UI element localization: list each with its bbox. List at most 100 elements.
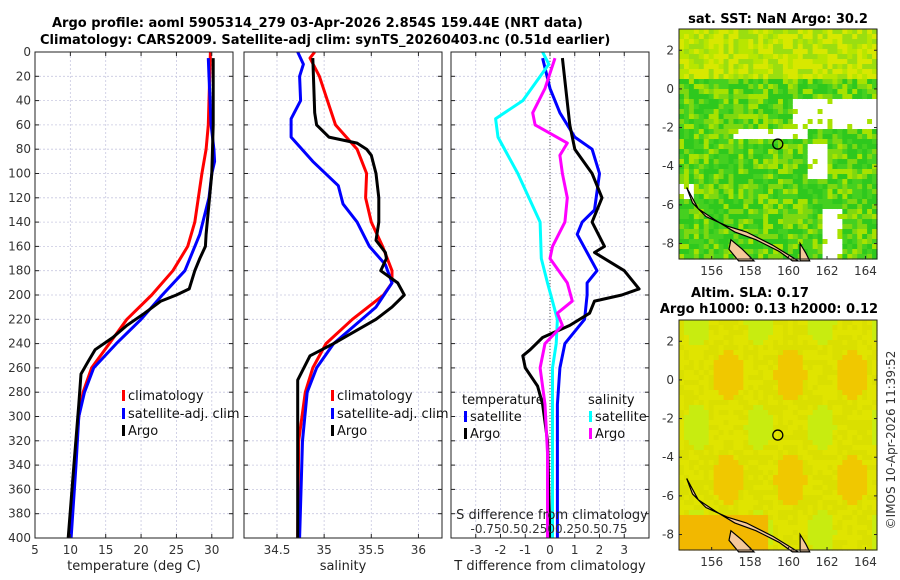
map-cell	[842, 505, 848, 511]
map-cell	[713, 520, 720, 526]
map-cell	[679, 74, 685, 80]
map-cell	[703, 189, 710, 195]
map-cell	[782, 194, 789, 200]
map-cell	[773, 525, 779, 531]
map-cell	[847, 545, 853, 551]
map-cell	[872, 525, 878, 531]
map-cell	[778, 360, 784, 366]
map-cell	[857, 460, 863, 466]
map-cell	[688, 89, 695, 95]
map-cell	[832, 234, 838, 240]
map-cell	[802, 450, 809, 456]
map-cell	[688, 410, 695, 416]
map-cell	[748, 340, 754, 346]
x-tick-label: 35	[317, 543, 332, 557]
map-cell	[743, 44, 749, 50]
map-cell	[733, 224, 739, 230]
map-cell	[703, 89, 710, 95]
map-cell	[862, 184, 868, 190]
map-cell	[743, 500, 749, 506]
map-cell	[693, 64, 700, 70]
map-cell	[832, 385, 838, 391]
map-cell	[867, 249, 873, 255]
map-cell	[738, 360, 744, 366]
map-cell	[718, 425, 725, 431]
map-cell	[728, 29, 735, 35]
map-cell	[758, 340, 764, 346]
map-cell	[812, 39, 819, 45]
map-cell	[797, 119, 804, 125]
map-cell	[857, 450, 863, 456]
map-cell	[797, 385, 804, 391]
map-cell	[748, 64, 754, 70]
map-cell	[733, 99, 739, 105]
map-cell	[738, 154, 744, 160]
map-cell	[773, 74, 779, 80]
map-cell	[683, 104, 690, 110]
map-cell	[852, 189, 858, 195]
map-cell	[693, 134, 700, 140]
map-cell	[822, 455, 829, 461]
map-cell	[787, 450, 794, 456]
map-cell	[862, 59, 868, 65]
map-cell	[738, 79, 744, 85]
map-cell	[822, 84, 829, 90]
map-cell	[817, 139, 824, 145]
map-cell	[679, 139, 685, 145]
map-cell	[797, 445, 804, 451]
map-cell	[768, 495, 774, 501]
map-cell	[822, 234, 829, 240]
map-cell	[787, 530, 794, 536]
map-cell	[713, 169, 720, 175]
map-cell	[787, 475, 794, 481]
map-cell	[738, 370, 744, 376]
map-cell	[832, 194, 838, 200]
map-cell	[817, 234, 824, 240]
map-cell	[753, 169, 759, 175]
map-cell	[773, 520, 779, 526]
map-cell	[837, 34, 843, 40]
map-cell	[867, 465, 873, 471]
map-cell	[822, 104, 829, 110]
map-cell	[872, 420, 878, 426]
map-cell	[842, 229, 848, 235]
map-cell	[708, 109, 715, 115]
map-cell	[872, 520, 878, 526]
map-cell	[857, 515, 863, 521]
map-cell	[847, 129, 853, 135]
map-cell	[758, 29, 764, 35]
map-cell	[842, 450, 848, 456]
map-cell	[738, 179, 744, 185]
map-cell	[693, 460, 700, 466]
map-cell	[753, 480, 759, 486]
map-cell	[763, 430, 769, 436]
map-cell	[797, 480, 804, 486]
map-cell	[807, 224, 814, 230]
map-cell	[703, 139, 710, 145]
map-cell	[827, 129, 834, 135]
map-cell	[827, 465, 834, 471]
map-cell	[748, 440, 754, 446]
map-cell	[837, 490, 843, 496]
map-cell	[852, 355, 858, 361]
map-cell	[812, 239, 819, 245]
map-cell	[847, 74, 853, 80]
map-cell	[862, 44, 868, 50]
map-cell	[728, 345, 735, 351]
map-cell	[708, 194, 715, 200]
map-cell	[708, 39, 715, 45]
map-cell	[758, 545, 764, 551]
map-cell	[693, 49, 700, 55]
map-cell	[792, 229, 799, 235]
map-cell	[832, 500, 838, 506]
map-cell	[703, 244, 710, 250]
map-cell	[872, 189, 878, 195]
map-cell	[679, 435, 685, 441]
map-cell	[728, 154, 735, 160]
map-cell	[773, 179, 779, 185]
map-cell	[817, 390, 824, 396]
map-cell	[797, 114, 804, 120]
map-cell	[768, 430, 774, 436]
map-cell	[832, 530, 838, 536]
map-cell	[797, 520, 804, 526]
